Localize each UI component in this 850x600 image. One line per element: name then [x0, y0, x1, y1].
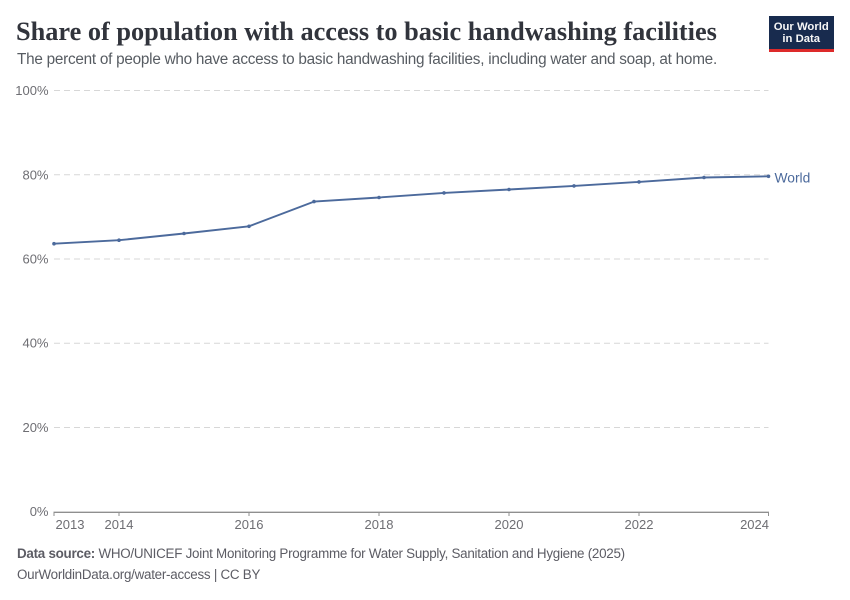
- svg-text:60%: 60%: [22, 252, 48, 267]
- svg-text:2024: 2024: [740, 517, 769, 532]
- svg-text:40%: 40%: [22, 336, 48, 351]
- svg-text:100%: 100%: [15, 83, 49, 98]
- svg-text:2022: 2022: [625, 517, 654, 532]
- svg-text:0%: 0%: [30, 504, 49, 519]
- svg-text:2016: 2016: [235, 517, 264, 532]
- svg-text:2013: 2013: [56, 517, 85, 532]
- svg-text:2020: 2020: [495, 517, 524, 532]
- svg-text:World: World: [775, 170, 811, 185]
- svg-text:2018: 2018: [365, 517, 394, 532]
- svg-text:20%: 20%: [22, 420, 48, 435]
- svg-text:80%: 80%: [22, 167, 48, 182]
- svg-text:2014: 2014: [105, 517, 134, 532]
